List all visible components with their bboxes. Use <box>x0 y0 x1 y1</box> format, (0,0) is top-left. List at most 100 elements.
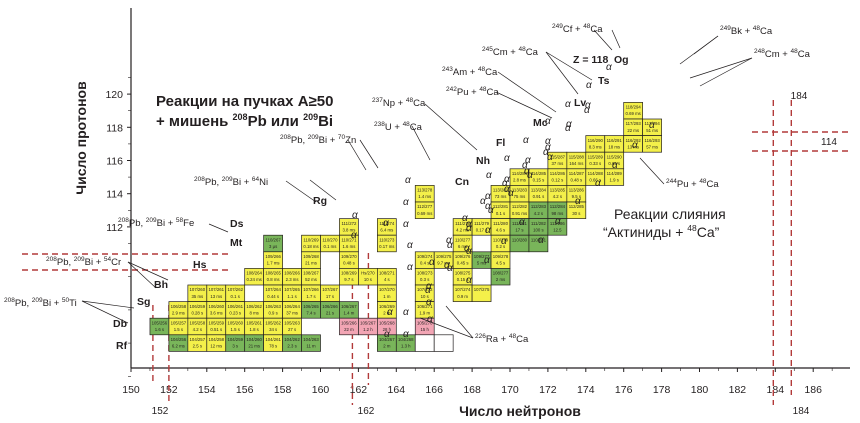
leader-line <box>689 57 753 79</box>
cell-isotope: 113/284 <box>531 188 547 193</box>
leader-line <box>285 180 317 203</box>
cell-isotope: 105/270 <box>417 320 433 325</box>
cell-isotope: 105/260 <box>227 320 243 325</box>
leader-line <box>611 29 621 49</box>
nuclide-cell: 114/286 0.12 s <box>547 168 568 186</box>
cell-halflife: 18 ms <box>608 144 620 149</box>
nuclide-cell: 110/281 <box>528 234 549 253</box>
element-label-z118: Z = 118 <box>573 54 608 66</box>
alpha-decay-symbol: α <box>466 219 472 230</box>
x-tick-label: 180 <box>691 384 709 396</box>
cell-box <box>566 201 587 219</box>
cell-isotope: 109/277 <box>474 254 490 259</box>
cell-halflife: 17 s <box>326 294 334 299</box>
cell-halflife: 37 ms <box>552 161 564 166</box>
cell-isotope: 113/282 <box>493 188 509 193</box>
cell-halflife: 4.5 s <box>496 261 505 266</box>
cell-halflife: 8.3 ms <box>589 144 602 149</box>
cell-halflife: 11 m <box>306 344 316 349</box>
x-tick-label: 170 <box>501 384 519 396</box>
x-tick-label: 178 <box>653 384 671 396</box>
x-tick-label: 164 <box>388 384 406 396</box>
alpha-decay-symbol: α <box>383 218 389 229</box>
cell-halflife: 0.66 s <box>589 178 601 183</box>
cell-isotope: 109/270 <box>341 254 357 259</box>
leader-line <box>495 91 553 119</box>
cell-halflife: 2.3 s <box>287 344 296 349</box>
nuclide-cell: 112/285 30 s <box>566 201 587 219</box>
y-tick-label: 116 <box>106 156 123 168</box>
cell-halflife: 1.4 m <box>344 310 355 315</box>
alpha-decay-symbol: α <box>584 105 590 116</box>
nuclide-cell: 104/256 6.2 ms <box>168 334 189 352</box>
cell-isotope: 105/259 <box>209 320 225 325</box>
cell-halflife: 2.3 ms <box>286 277 299 282</box>
cell-isotope: 114/285 <box>531 171 547 176</box>
cell-halflife: 12 ms <box>210 344 222 349</box>
reaction-label-zn70: 208Pb, 209Bi + 70Zn <box>280 134 356 146</box>
cell-isotope: 105/266 <box>341 320 357 325</box>
cell-isotope: 110/271 <box>341 237 357 242</box>
leader-line <box>445 305 474 339</box>
cell-halflife: 9.7 s <box>344 277 353 282</box>
reaction-label-fe58: 208Pb, 209Bi + 58Fe <box>118 217 194 229</box>
cell-box <box>528 234 549 253</box>
cell-isotope: 108/271 <box>379 271 395 276</box>
nuclide-cell: 107/260 35 ms <box>187 284 208 302</box>
cell-isotope: 113/278 <box>417 188 433 193</box>
cell-halflife: 78 s <box>269 344 277 349</box>
cell-halflife: 4.2 ms <box>456 227 469 232</box>
leader-line <box>497 71 557 113</box>
alpha-decay-symbol: α <box>351 230 357 241</box>
cell-isotope: 115/287 <box>550 154 566 159</box>
x-tick-label: 182 <box>729 384 747 396</box>
alpha-decay-symbol: α <box>464 243 470 254</box>
element-label-rf: Rf <box>116 340 128 352</box>
cell-isotope: 110/281 <box>531 237 547 242</box>
leader-line <box>359 139 379 169</box>
leader-line <box>545 51 593 81</box>
cell-isotope: 116/290 <box>588 138 604 143</box>
nuclide-cell: 114/288 0.66 s <box>585 168 606 186</box>
cell-isotope: 109/276 <box>455 254 471 259</box>
cell-halflife: 21 s <box>326 310 334 315</box>
nuclide-cell: 112/277 0.69 ms <box>414 201 435 219</box>
cell-isotope: 111/274 <box>379 221 395 226</box>
nuclide-cell <box>433 334 454 352</box>
reaction-label-ni64: 208Pb, 209Bi + 64Ni <box>194 176 268 188</box>
cell-halflife: 17 s <box>515 227 523 232</box>
cell-isotope: 105/261 <box>246 320 262 325</box>
leader-line <box>545 51 579 95</box>
cell-halflife: 0.48 s <box>570 178 582 183</box>
cell-isotope: 108/277 <box>493 271 509 276</box>
cell-isotope: 108/264 <box>246 271 262 276</box>
alpha-decay-symbol: α <box>501 236 507 247</box>
leader-line <box>593 29 613 51</box>
cell-isotope: 104/267 <box>379 337 395 342</box>
y-tick-label: 118 <box>106 122 123 134</box>
cell-halflife: 35 ms <box>191 294 203 299</box>
cell-isotope: 115/290 <box>607 154 623 159</box>
cell-halflife: 1.7 ms <box>267 261 280 266</box>
reaction-label-np237: 237Np + 48Ca <box>372 97 426 109</box>
cell-box <box>414 201 435 219</box>
x-tick-label: 184 <box>767 384 785 396</box>
element-label-og: Og <box>614 54 629 66</box>
cell-isotope: 114/288 <box>588 171 604 176</box>
nuclide-cell: 114/285 0.15 s <box>528 168 549 186</box>
cell-halflife: 51 ms <box>646 128 658 133</box>
element-label-cn: Cn <box>455 176 469 188</box>
cell-halflife: 1.5 s <box>174 327 183 332</box>
cell-halflife: 2.9 ms <box>172 310 185 315</box>
nuclide-cell: 115/290 0.65 s <box>604 151 625 170</box>
cell-isotope: 105/256 <box>152 320 168 325</box>
cell-halflife: 0.2 s <box>496 244 505 249</box>
cell-isotope: 109/274 <box>417 254 433 259</box>
leader-line <box>639 157 665 185</box>
beams-title-line1: Реакции на пучках A≥50 <box>156 93 333 110</box>
